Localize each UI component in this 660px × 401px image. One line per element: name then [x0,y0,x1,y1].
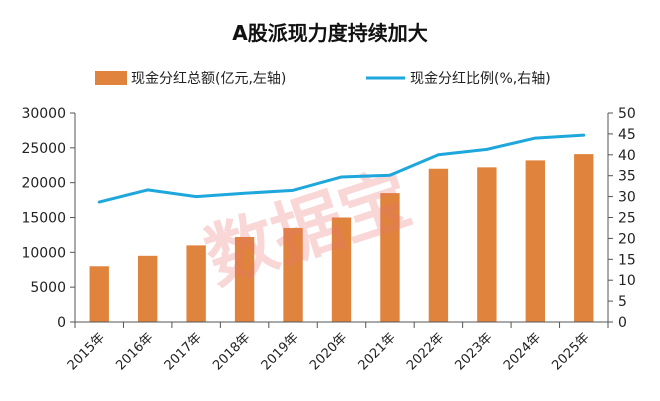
left-tick-label: 25000 [21,141,66,157]
x-tick-label: 2023年 [452,330,495,373]
right-tick-label: 30 [618,190,636,206]
line-series [97,133,586,204]
left-tick-label: 15000 [21,211,66,227]
left-tick-label: 30000 [21,106,66,122]
bar [89,266,109,322]
x-tick-label: 2022年 [404,330,447,373]
legend: 现金分红总额(亿元,左轴) 现金分红比例(%,右轴) [95,71,551,87]
bar [137,255,158,322]
x-tick-label: 2015年 [65,330,108,373]
bars [89,154,594,322]
bar [428,168,449,322]
left-tick-label: 20000 [21,176,66,192]
x-tick-label: 2025年 [549,330,592,373]
right-tick-label: 20 [618,231,636,247]
right-axis: 0 5 10 15 20 25 30 35 40 45 50 [607,106,636,331]
legend-label-line: 现金分红比例(%,右轴) [410,71,551,87]
x-axis: 2015年 2016年 2017年 2018年 2019年 2020年 2021年 2022年… [65,321,609,373]
right-tick-label: 0 [618,315,627,331]
bar [186,245,206,322]
left-tick-label: 0 [57,315,66,331]
x-tick-label: 2020年 [307,330,350,373]
x-tick-label: 2017年 [162,330,205,373]
bar [477,167,497,322]
bar [574,154,594,322]
bar [380,193,400,322]
x-tick-label: 2016年 [113,330,156,373]
right-tick-label: 45 [618,127,636,143]
x-tick-label: 2021年 [356,330,399,373]
left-tick-label: 5000 [30,280,66,296]
right-tick-label: 25 [618,211,636,227]
legend-swatch-bar [95,71,127,85]
x-tick-label: 2019年 [259,330,302,373]
bar [525,160,546,322]
bar [331,217,352,322]
right-tick-label: 50 [618,106,636,122]
bar [283,227,303,322]
right-tick-label: 35 [618,169,636,185]
bar [234,237,255,322]
left-axis: 0 5000 10000 15000 20000 25000 30000 [21,106,76,331]
right-tick-label: 15 [618,252,636,268]
right-tick-label: 5 [618,294,627,310]
left-tick-label: 10000 [21,245,66,261]
legend-label-bar: 现金分红总额(亿元,左轴) [131,71,286,87]
right-tick-label: 10 [618,273,636,289]
chart-title: A股派现力度持续加大 [232,21,427,45]
x-tick-label: 2018年 [210,330,253,373]
right-tick-label: 40 [618,148,636,164]
x-tick-label: 2024年 [501,330,544,373]
